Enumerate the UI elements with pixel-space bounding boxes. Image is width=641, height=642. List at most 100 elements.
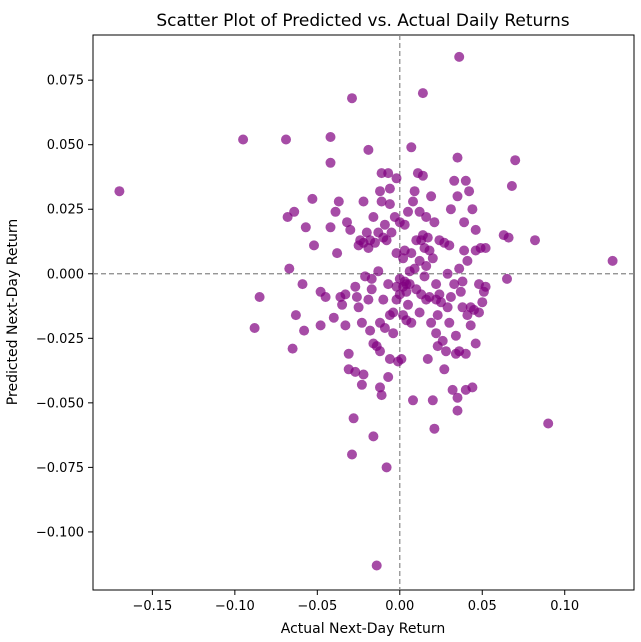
data-point (406, 317, 417, 328)
plot-frame (92, 34, 635, 591)
data-point (417, 88, 428, 99)
data-point (403, 299, 413, 310)
data-point (348, 413, 359, 424)
data-point (421, 212, 432, 222)
data-point (503, 232, 514, 243)
data-point (459, 217, 470, 228)
data-point (441, 346, 451, 357)
data-point (375, 346, 385, 357)
data-point (426, 191, 437, 202)
chart-title: Scatter Plot of Predicted vs. Actual Dai… (156, 11, 569, 31)
data-point (375, 186, 385, 197)
data-point (457, 276, 468, 287)
data-point (401, 286, 412, 297)
data-point (396, 354, 407, 364)
data-point (238, 134, 249, 145)
data-point (434, 289, 445, 300)
data-point (429, 217, 440, 228)
x-tick-label: −0.15 (132, 599, 172, 614)
data-point (444, 240, 455, 251)
data-point (386, 227, 397, 238)
data-point (422, 354, 433, 364)
x-tick-label: 0.10 (550, 599, 579, 614)
data-point (459, 245, 470, 256)
plot-area (92, 34, 635, 591)
data-point (254, 292, 265, 302)
data-point (426, 317, 437, 328)
y-tick-label: 0.025 (47, 203, 84, 218)
data-point (455, 286, 466, 297)
data-point (350, 366, 361, 377)
y-axis-ticks: 0.075 0.050 0.025 0.000 −0.025 −0.050 −0.075 −0… (36, 74, 93, 540)
data-point (356, 317, 367, 328)
data-point (284, 263, 295, 274)
data-point (452, 405, 463, 416)
data-point (340, 320, 351, 331)
y-tick-label: −0.100 (36, 525, 84, 540)
x-axis-label: Actual Next-Day Return (281, 621, 446, 637)
data-point (356, 379, 367, 390)
data-point (530, 235, 540, 246)
data-point (347, 93, 357, 104)
data-point (114, 186, 125, 197)
data-point (299, 325, 310, 336)
data-point (510, 155, 521, 166)
data-point (350, 281, 361, 292)
y-tick-label: −0.075 (36, 461, 84, 476)
data-point (462, 255, 473, 266)
data-point (315, 320, 326, 331)
data-point (543, 418, 554, 429)
x-tick-label: −0.05 (297, 599, 337, 614)
data-point (300, 222, 311, 233)
data-point (343, 348, 354, 359)
data-point (361, 227, 372, 238)
data-point (363, 294, 374, 305)
data-point (378, 294, 389, 305)
data-point (454, 51, 465, 62)
data-point (409, 186, 420, 197)
data-point (358, 369, 369, 380)
data-point (432, 310, 443, 321)
data-point (353, 302, 364, 313)
data-point (460, 175, 471, 186)
data-point (480, 243, 491, 253)
data-point (431, 279, 442, 290)
data-point (470, 224, 481, 235)
data-point (477, 297, 488, 308)
y-axis-label: Predicted Next-Day Return (5, 219, 21, 405)
data-point (379, 323, 390, 333)
data-point (345, 224, 356, 235)
data-point (384, 183, 395, 194)
data-point (452, 152, 463, 163)
data-point (424, 245, 435, 256)
data-point (452, 392, 463, 403)
data-point (371, 560, 382, 571)
data-point (427, 253, 438, 264)
data-point (454, 263, 465, 274)
data-point (281, 134, 291, 145)
data-point (290, 310, 301, 321)
x-tick-label: 0.05 (468, 599, 497, 614)
data-point (375, 382, 385, 393)
data-point (358, 196, 369, 207)
data-point (442, 268, 453, 279)
data-point (383, 279, 394, 290)
data-point (368, 212, 379, 222)
data-point (376, 196, 387, 207)
data-point (447, 384, 458, 395)
x-tick-label: −0.10 (215, 599, 255, 614)
data-point (414, 307, 425, 318)
data-point (351, 292, 362, 302)
data-point (249, 323, 260, 333)
data-point (464, 186, 475, 197)
data-point (381, 235, 392, 246)
data-point (337, 299, 348, 310)
data-point (368, 431, 379, 442)
data-point (399, 219, 410, 230)
data-point (431, 328, 442, 339)
data-point (474, 307, 484, 318)
data-point (403, 206, 413, 217)
data-point (376, 390, 387, 401)
data-point (340, 289, 351, 300)
